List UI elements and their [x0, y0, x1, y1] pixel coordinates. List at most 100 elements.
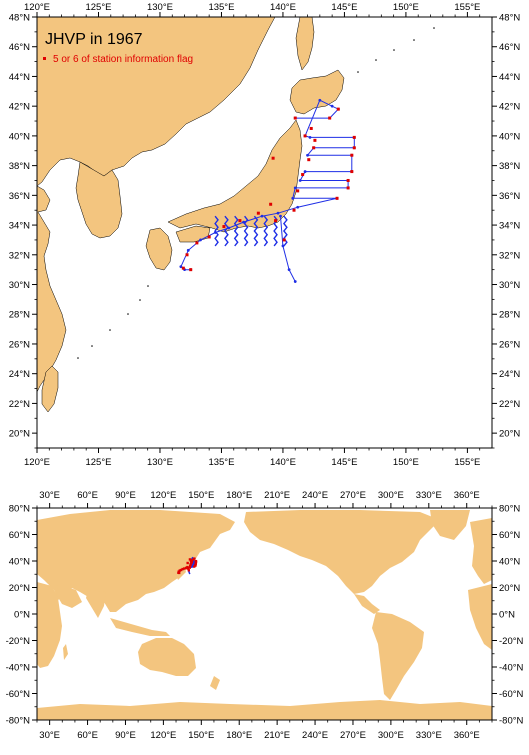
flagged-station-point	[189, 268, 193, 272]
flagged-station-point	[222, 225, 226, 229]
y-tick-label-right: 30°N	[499, 280, 520, 291]
meridian-section-line	[233, 215, 239, 247]
x-tick-label-bottom: 145°E	[331, 457, 357, 468]
map-title: JHVP in 1967	[45, 31, 143, 48]
survey-station-point	[330, 104, 334, 108]
world-x-tick-label-bottom: 300°E	[378, 730, 404, 741]
survey-station-point	[298, 179, 302, 182]
x-tick-label-bottom: 155°E	[454, 457, 480, 468]
world-x-tick-label-top: 240°E	[302, 490, 328, 501]
y-tick-label-left: 20°N	[9, 429, 30, 440]
central-america	[354, 594, 380, 614]
flagged-station-point	[181, 266, 185, 270]
x-tick-label-top: 150°E	[393, 2, 419, 13]
flagged-station-point	[346, 178, 350, 182]
y-tick-label-left: 24°N	[9, 369, 30, 380]
honshu-island	[167, 119, 303, 233]
survey-station-point	[306, 153, 309, 157]
world-y-tick-label-right: 60°N	[499, 530, 520, 541]
world-flagged-station-point	[181, 567, 184, 571]
x-tick-label-bottom: 135°E	[208, 457, 234, 468]
sakhalin-island	[295, 17, 315, 71]
flagged-station-point	[238, 219, 242, 223]
y-tick-label-right: 48°N	[499, 13, 520, 24]
flagged-station-point	[336, 107, 340, 111]
flagged-station-point	[293, 116, 297, 120]
legend-label: 5 or 6 of station information flag	[53, 54, 193, 65]
taiwan-island	[41, 365, 59, 413]
y-tick-label-right: 44°N	[499, 72, 520, 83]
survey-station-point	[227, 226, 231, 230]
world-flagged-station-point	[186, 565, 189, 569]
world-y-tick-label-right: -20°N	[499, 636, 524, 647]
flagged-station-point	[350, 153, 354, 157]
world-flagged-station-point	[186, 561, 189, 565]
flagged-station-point	[296, 189, 300, 193]
flagged-station-point	[307, 158, 311, 162]
x-tick-label-top: 125°E	[85, 2, 111, 13]
y-tick-label-right: 22°N	[499, 399, 520, 410]
y-tick-label-right: 32°N	[499, 250, 520, 261]
world-flagged-station-point	[193, 565, 196, 568]
ryukyu-islands	[77, 285, 149, 359]
survey-station-point	[287, 268, 291, 272]
flagged-station-point	[274, 219, 278, 223]
y-tick-label-right: 24°N	[499, 369, 520, 380]
arabia	[56, 584, 82, 608]
survey-station-point	[186, 248, 190, 252]
regional-map-frame	[36, 16, 493, 449]
y-tick-label-left: 26°N	[9, 339, 30, 350]
y-tick-label-right: 28°N	[499, 310, 520, 321]
flagged-station-point	[195, 241, 199, 245]
y-tick-label-right: 34°N	[499, 221, 520, 232]
world-y-tick-label-left: -60°N	[6, 689, 31, 700]
world-flagged-station-point	[183, 567, 186, 570]
world-x-tick-label-bottom: 180°E	[226, 730, 252, 741]
world-x-tick-label-top: 330°E	[416, 490, 442, 501]
survey-station-point	[281, 244, 285, 248]
x-tick-label-top: 135°E	[208, 2, 234, 13]
north-america	[244, 510, 440, 594]
y-tick-label-left: 30°N	[9, 280, 30, 291]
survey-station-point	[293, 186, 297, 190]
world-x-tick-label-bottom: 360°E	[454, 730, 480, 741]
x-tick-label-top: 140°E	[270, 2, 296, 13]
africa	[37, 582, 62, 668]
world-x-tick-label-top: 180°E	[226, 490, 252, 501]
world-flagged-station-point	[188, 558, 192, 561]
flagged-station-point	[350, 170, 354, 174]
world-y-tick-label-left: -80°N	[6, 716, 31, 727]
world-y-tick-label-right: 80°N	[499, 504, 520, 515]
y-tick-label-left: 22°N	[9, 399, 30, 410]
survey-station-point	[308, 135, 312, 139]
world-y-tick-label-right: -80°N	[499, 716, 524, 727]
survey-station-point	[293, 280, 297, 283]
y-tick-label-left: 28°N	[9, 310, 30, 321]
x-tick-label-top: 120°E	[24, 2, 50, 13]
world-x-tick-label-bottom: 90°E	[115, 730, 136, 741]
world-x-tick-label-top: 210°E	[264, 490, 290, 501]
y-tick-label-right: 26°N	[499, 339, 520, 350]
y-tick-label-left: 32°N	[9, 250, 30, 261]
world-land	[37, 510, 492, 720]
world-map: 30°E 30°E 60°E 60°E 90°E 90°E 120°E 120°E 150°E 1…	[6, 490, 524, 741]
flagged-station-point	[312, 146, 316, 150]
world-y-tick-label-left: -20°N	[6, 636, 31, 647]
flagged-station-point	[309, 126, 313, 130]
world-flagged-station-point	[194, 561, 197, 564]
flagged-station-point	[271, 156, 275, 160]
kuril-islands	[357, 27, 435, 73]
korean-peninsula	[75, 161, 123, 239]
survey-station-point	[213, 231, 217, 234]
flagged-station-point	[207, 235, 211, 239]
world-flagged-station-point	[193, 557, 196, 560]
south-america	[372, 612, 424, 700]
world-y-tick-label-left: 20°N	[9, 583, 30, 594]
y-tick-label-left: 36°N	[9, 191, 30, 202]
x-tick-label-bottom: 150°E	[393, 457, 419, 468]
survey-station-point	[260, 214, 264, 218]
survey-station-point	[242, 220, 245, 224]
greenland	[430, 510, 470, 540]
flagged-station-point	[282, 238, 286, 242]
